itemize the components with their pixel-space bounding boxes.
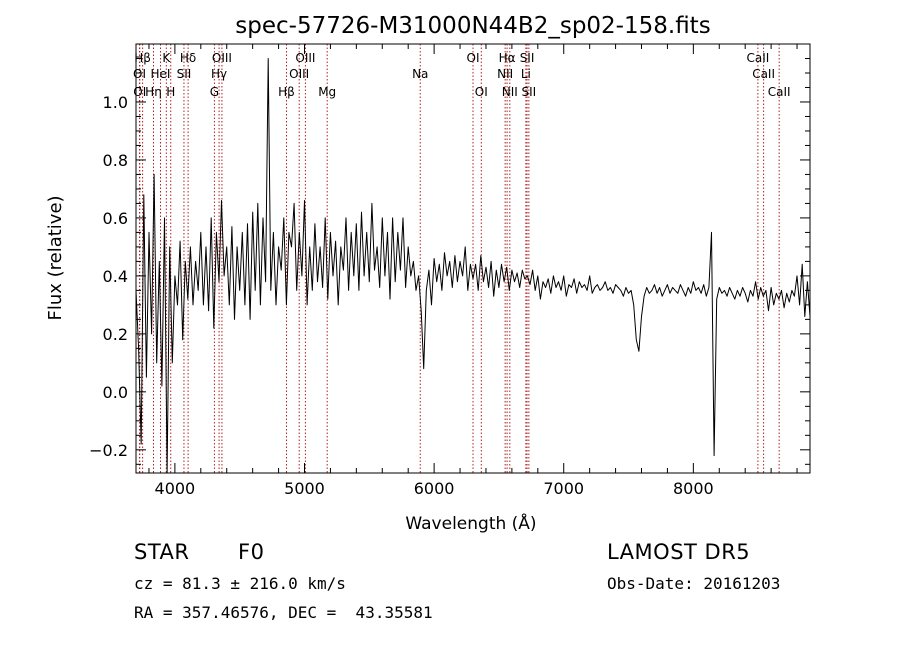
spectral-line-label: CaII [746,51,769,65]
spectral-line-label: Hβ [134,51,151,65]
plot-frame [135,43,811,474]
spectral-line-label: OI [133,67,146,81]
observation-date: Obs-Date: 20161203 [607,574,781,593]
spectral-line-label: OI [467,51,480,65]
y-tick-label: 0.2 [103,325,128,344]
spectral-line-label: H [166,85,175,99]
spectrum-line [135,58,811,474]
sky-coordinates: RA = 357.46576, DEC = 43.35581 [134,603,433,622]
spectral-line-label: SII [520,51,535,65]
x-tick-label: 8000 [673,479,714,498]
spectral-line-label: K [162,51,171,65]
spectral-line-label: G [210,85,219,99]
spectral-line-label: OIII [289,67,309,81]
y-tick-label: 1.0 [103,93,128,112]
spectral-line-label: CaII [768,85,791,99]
y-tick-label: 0.6 [103,209,128,228]
spectral-line-label: Na [412,67,428,81]
spectral-line-label: Mg [318,85,336,99]
y-tick-label: 0.0 [103,383,128,402]
y-axis-label: Flux (relative) [45,195,66,320]
spectral-line-label: CaII [752,67,775,81]
spectral-line-label: SII [177,67,192,81]
spectral-line-label: Li [521,67,531,81]
spectral-line-label: OIII [295,51,315,65]
y-tick-label: 0.4 [103,267,128,286]
spectral-line-label: OIII [212,51,232,65]
x-tick-label: 4000 [155,479,196,498]
spectral-line-label: OI [133,85,146,99]
spectral-line-label: OI [475,85,488,99]
spectral-line-label: Hβ [278,85,295,99]
object-subclass: F0 [238,540,265,564]
spectral-line-markers [138,44,780,473]
x-axis-ticks: 4000 5000 6000 7000 8000 [148,44,798,498]
spectral-line-label: Hδ [180,51,196,65]
redshift-velocity: cz = 81.3 ± 216.0 km/s [134,574,346,593]
spectral-line-label: Hγ [211,67,227,81]
spectral-line-label: HeI [151,67,171,81]
survey-name: LAMOST DR5 [607,540,751,564]
x-tick-label: 7000 [543,479,584,498]
spectral-line-label: NII [502,85,518,99]
y-tick-label: 0.8 [103,151,128,170]
spectral-line-label: SII [522,85,537,99]
y-tick-label: −0.2 [89,441,128,460]
chart-title: spec-57726-M31000N44B2_sp02-158.fits [235,13,710,39]
y-axis-ticks: −0.2 0.0 0.2 0.4 0.6 0.8 1.0 [89,57,810,465]
spectral-line-label: Hη [145,85,162,99]
spectrum-trace [135,58,811,474]
spectral-line-label: NII [497,67,513,81]
spectral-line-label: Hα [499,51,516,65]
x-tick-label: 5000 [284,479,325,498]
x-tick-label: 6000 [414,479,455,498]
object-class: STAR [134,540,190,564]
x-axis-label: Wavelength (Å) [405,512,536,534]
spectral-line-labels: Hβ OI OI K HeI Hη H Hδ SII OIII Hγ G Hβ OIII OIII Mg Na O… [133,51,791,99]
